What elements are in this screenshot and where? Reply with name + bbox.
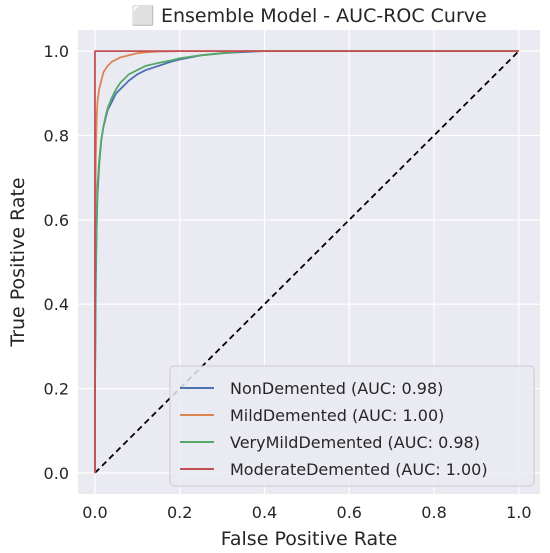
legend-entry-1: MildDemented (AUC: 1.00)	[230, 406, 444, 425]
series-line-1	[94, 50, 519, 473]
chart-title: ⬜ Ensemble Model - AUC-ROC Curve	[131, 4, 486, 27]
x-tick-labels: 0.0 0.2 0.4 0.6 0.8 1.0	[82, 503, 531, 522]
y-tick-labels: 0.0 0.2 0.4 0.6 0.8 1.0	[44, 42, 69, 483]
y-tick-label: 0.6	[44, 211, 69, 230]
series-line-3	[94, 50, 519, 473]
y-tick-label: 0.2	[44, 380, 69, 399]
legend: NonDemented (AUC: 0.98) MildDemented (AUC…	[169, 365, 535, 487]
y-tick-label: 0.0	[44, 464, 69, 483]
series-line-2	[94, 50, 519, 473]
x-tick-label: 0.2	[167, 503, 192, 522]
legend-box	[169, 365, 535, 487]
y-tick-label: 0.4	[44, 295, 69, 314]
series-layer	[94, 50, 520, 474]
y-tick-label: 0.8	[44, 126, 69, 145]
legend-entry-3: ModerateDemented (AUC: 1.00)	[230, 460, 488, 479]
y-tick-label: 1.0	[44, 42, 69, 61]
x-tick-label: 0.4	[252, 503, 277, 522]
legend-entry-0: NonDemented (AUC: 0.98)	[230, 379, 443, 398]
y-axis-label: True Positive Rate	[7, 177, 29, 347]
x-tick-label: 0.8	[421, 503, 446, 522]
x-tick-label: 0.6	[337, 503, 362, 522]
x-tick-label: 1.0	[506, 503, 531, 522]
x-axis-label: False Positive Rate	[221, 528, 398, 550]
x-tick-label: 0.0	[82, 503, 107, 522]
legend-entry-2: VeryMildDemented (AUC: 0.98)	[230, 433, 480, 452]
